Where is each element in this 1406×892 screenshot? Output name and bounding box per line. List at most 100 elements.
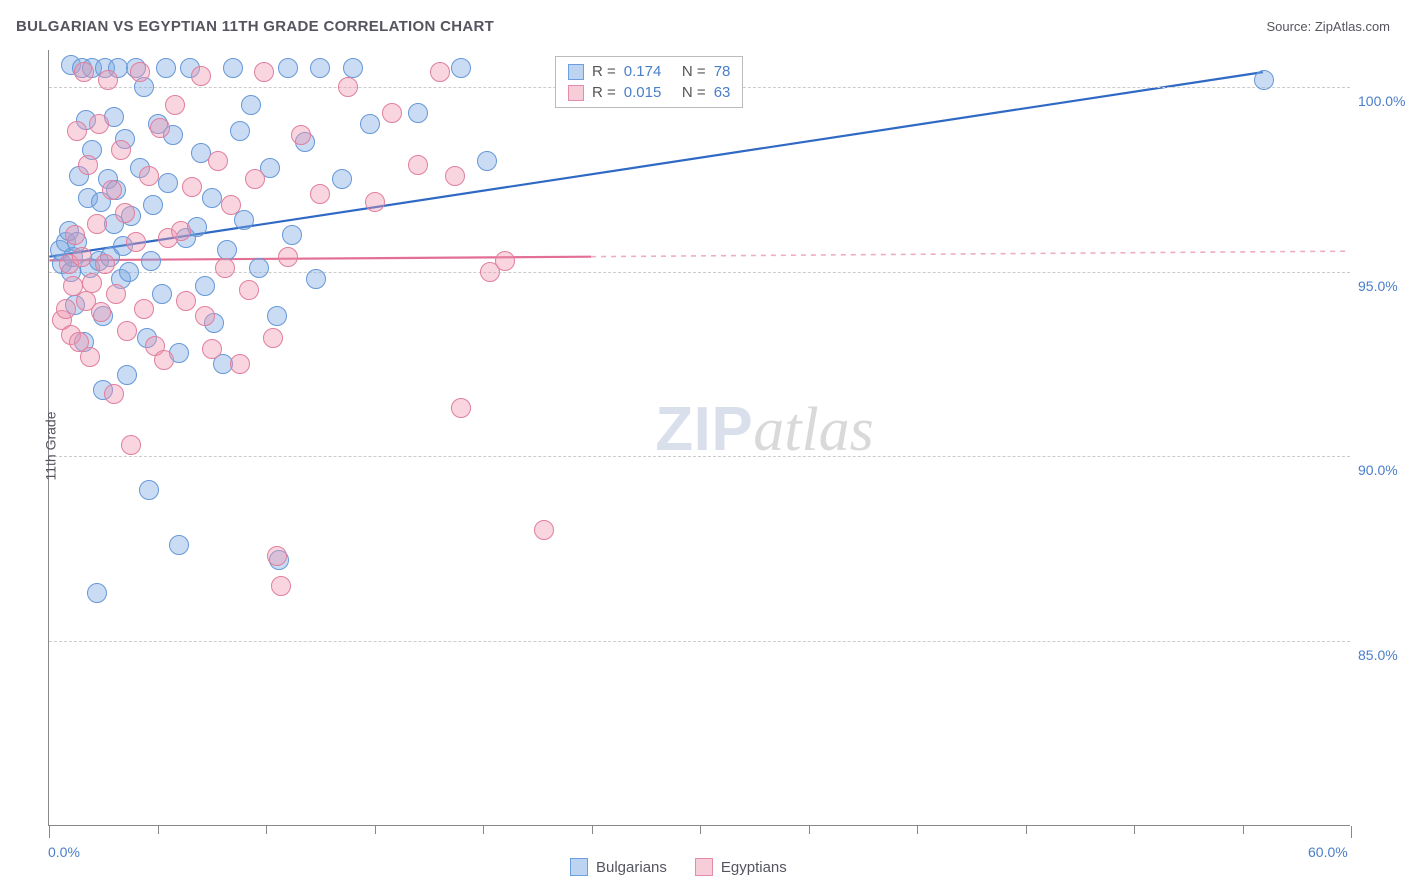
x-tick-minor (700, 826, 701, 834)
scatter-point (143, 195, 163, 215)
scatter-point (263, 328, 283, 348)
stat-row: R = 0.015 N = 63 (568, 84, 730, 101)
scatter-point (56, 299, 76, 319)
scatter-point (72, 247, 92, 267)
scatter-point (278, 247, 298, 267)
scatter-point (445, 166, 465, 186)
stat-n-value: 63 (714, 84, 731, 101)
scatter-point (310, 58, 330, 78)
legend-label: Bulgarians (596, 859, 667, 876)
y-tick-label: 95.0% (1358, 278, 1398, 294)
y-axis-label: 11th Grade (43, 411, 59, 480)
scatter-point (223, 58, 243, 78)
x-tick-minor (1134, 826, 1135, 834)
scatter-point (139, 166, 159, 186)
scatter-point (158, 173, 178, 193)
scatter-point (182, 177, 202, 197)
scatter-point (408, 103, 428, 123)
stat-r-value: 0.174 (624, 63, 670, 80)
scatter-point (310, 184, 330, 204)
x-tick-minor (1026, 826, 1027, 834)
scatter-point (245, 169, 265, 189)
scatter-point (221, 195, 241, 215)
scatter-point (215, 258, 235, 278)
scatter-point (126, 232, 146, 252)
scatter-point (360, 114, 380, 134)
scatter-point (98, 70, 118, 90)
legend-swatch (570, 858, 588, 876)
scatter-point (78, 155, 98, 175)
scatter-point (217, 240, 237, 260)
scatter-point (119, 262, 139, 282)
scatter-point (102, 180, 122, 200)
legend-item: Egyptians (695, 858, 787, 876)
scatter-point (477, 151, 497, 171)
stat-r-label: R = (592, 63, 616, 80)
scatter-point (451, 398, 471, 418)
gridline (49, 456, 1350, 457)
scatter-point (332, 169, 352, 189)
scatter-point (208, 151, 228, 171)
scatter-point (176, 291, 196, 311)
scatter-point (74, 62, 94, 82)
x-tick-minor (917, 826, 918, 834)
y-tick-label: 100.0% (1358, 93, 1405, 109)
scatter-point (202, 188, 222, 208)
scatter-point (382, 103, 402, 123)
legend-swatch (695, 858, 713, 876)
x-tick-label: 0.0% (48, 844, 80, 860)
stat-r-label: R = (592, 84, 616, 101)
trend-lines (49, 50, 1350, 825)
scatter-point (306, 269, 326, 289)
scatter-point (365, 192, 385, 212)
watermark: ZIPatlas (655, 394, 874, 466)
scatter-point (291, 125, 311, 145)
scatter-point (165, 95, 185, 115)
scatter-point (195, 306, 215, 326)
scatter-point (254, 62, 274, 82)
stat-n-label: N = (678, 84, 706, 101)
x-tick-major (49, 826, 50, 838)
x-tick-major (1351, 826, 1352, 838)
scatter-point (121, 435, 141, 455)
stat-row: R = 0.174 N = 78 (568, 63, 730, 80)
scatter-point (171, 221, 191, 241)
scatter-point (139, 480, 159, 500)
stat-r-value: 0.015 (624, 84, 670, 101)
scatter-point (230, 354, 250, 374)
scatter-point (87, 583, 107, 603)
x-tick-minor (809, 826, 810, 834)
scatter-point (115, 203, 135, 223)
scatter-point (430, 62, 450, 82)
title-bar: BULGARIAN VS EGYPTIAN 11TH GRADE CORRELA… (0, 0, 1406, 42)
y-tick-label: 85.0% (1358, 647, 1398, 663)
scatter-point (117, 365, 137, 385)
scatter-point (271, 576, 291, 596)
scatter-point (451, 58, 471, 78)
x-tick-minor (158, 826, 159, 834)
scatter-point (230, 121, 250, 141)
scatter-point (169, 535, 189, 555)
scatter-point (91, 302, 111, 322)
scatter-point (80, 347, 100, 367)
scatter-point (82, 273, 102, 293)
plot-area: ZIPatlas (48, 50, 1350, 826)
legend-swatch (568, 85, 584, 101)
scatter-point (104, 384, 124, 404)
scatter-point (65, 225, 85, 245)
scatter-point (534, 520, 554, 540)
legend-item: Bulgarians (570, 858, 667, 876)
scatter-point (89, 114, 109, 134)
x-tick-minor (1243, 826, 1244, 834)
scatter-point (282, 225, 302, 245)
watermark-zip: ZIP (655, 395, 753, 464)
scatter-point (191, 66, 211, 86)
scatter-point (278, 58, 298, 78)
scatter-point (241, 95, 261, 115)
scatter-point (267, 546, 287, 566)
scatter-point (111, 140, 131, 160)
y-tick-label: 90.0% (1358, 462, 1398, 478)
scatter-point (117, 321, 137, 341)
scatter-point (408, 155, 428, 175)
x-tick-label: 60.0% (1308, 844, 1348, 860)
